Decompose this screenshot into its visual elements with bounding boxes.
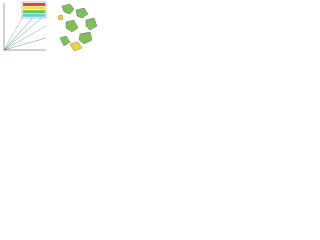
legend-row <box>23 13 45 17</box>
legend-row <box>23 6 45 10</box>
land <box>75 7 89 19</box>
land <box>85 17 98 31</box>
legend-row <box>23 3 45 6</box>
ray <box>3 37 47 51</box>
highlight <box>69 41 83 52</box>
ray <box>3 25 47 51</box>
land <box>78 31 93 45</box>
land <box>61 3 75 15</box>
figure <box>3 1 98 52</box>
highlight <box>57 14 64 21</box>
map-panel <box>57 3 98 52</box>
legend <box>21 1 47 19</box>
legend-row <box>23 10 45 14</box>
land <box>65 19 79 33</box>
page: (() => { const data = JSON.parse(documen… <box>0 0 100 53</box>
diagram-panel <box>3 1 47 51</box>
ray <box>3 13 47 51</box>
land <box>59 35 71 47</box>
